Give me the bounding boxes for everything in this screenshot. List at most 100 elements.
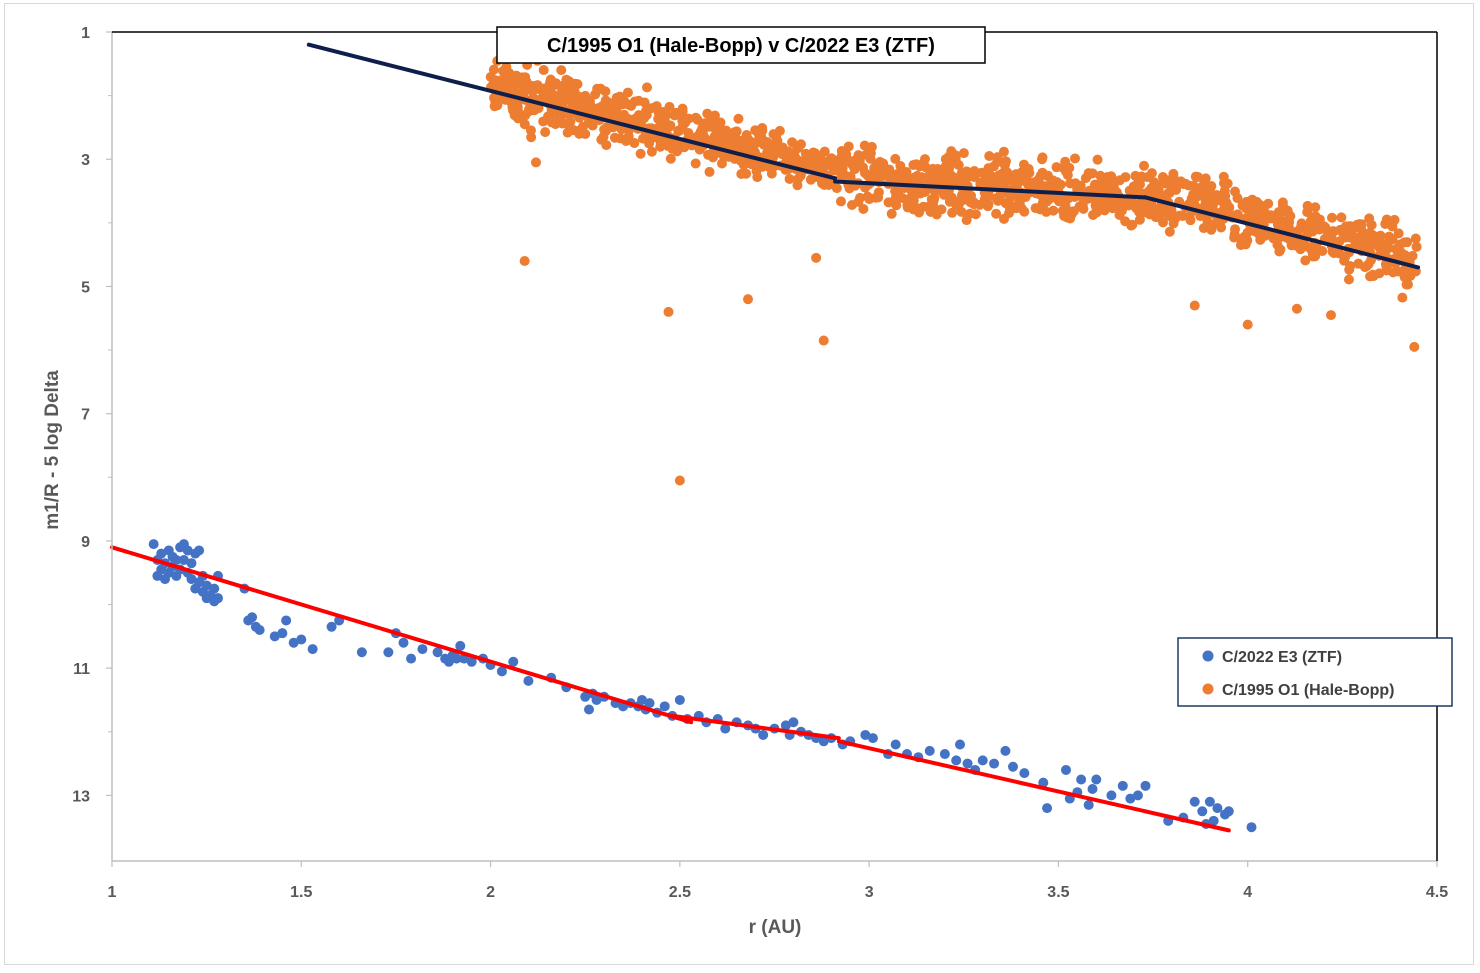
hale-bopp-point [1061, 166, 1072, 177]
hale-bopp-point [540, 127, 551, 138]
hale-bopp-point [1177, 211, 1188, 222]
hale-bopp-point [1284, 217, 1295, 228]
hale-bopp-point [1107, 203, 1118, 214]
hale-bopp-point [858, 203, 869, 214]
ztf-points [148, 539, 1257, 833]
hale-bopp-point [1134, 214, 1145, 225]
hale-bopp-point [1353, 258, 1364, 269]
ztf-point [326, 621, 337, 632]
hale-bopp-point [629, 137, 640, 148]
hale-bopp-point [655, 141, 666, 152]
ztf-trend-line [836, 739, 1231, 833]
hale-bopp-point [886, 208, 897, 219]
hale-bopp-point [526, 85, 537, 96]
ztf-point [644, 698, 655, 709]
hale-bopp-point [507, 102, 518, 113]
hale-bopp-point [598, 131, 609, 142]
hale-bopp-point [1326, 310, 1336, 321]
ztf-point [269, 631, 280, 642]
hale-bopp-point [787, 137, 798, 148]
hale-bopp-point [1077, 199, 1088, 210]
ztf-point [178, 555, 189, 566]
hale-bopp-point [1307, 249, 1318, 260]
hale-bopp-point [733, 113, 744, 124]
ztf-point [201, 580, 212, 591]
hale-bopp-point [1357, 242, 1368, 253]
hale-bopp-point [646, 103, 657, 114]
hale-bopp-point [1356, 224, 1367, 235]
hale-bopp-point [1107, 195, 1118, 206]
hale-bopp-point [554, 112, 565, 123]
hale-bopp-point [664, 101, 675, 112]
hale-bopp-point [671, 139, 682, 150]
ztf-point [637, 694, 647, 705]
hale-bopp-point [854, 192, 865, 203]
hale-bopp-point [784, 152, 795, 163]
ztf-point [186, 574, 197, 585]
hale-bopp-point [1374, 268, 1385, 279]
x-tick-label: 3 [865, 884, 874, 901]
hale-bopp-point [709, 110, 720, 121]
x-tick-label: 2 [486, 884, 495, 901]
ztf-point [383, 647, 394, 658]
hale-bopp-point [1277, 197, 1288, 208]
hale-bopp-point [1195, 187, 1206, 198]
ztf-point [1106, 790, 1117, 801]
x-tick-label: 1.5 [290, 884, 312, 901]
hale-bopp-point [731, 126, 742, 137]
hale-bopp-point [953, 160, 964, 171]
ztf-point [1197, 806, 1208, 817]
hale-bopp-point [1216, 222, 1227, 233]
hale-bopp-point [568, 81, 579, 92]
ztf-point [254, 624, 265, 635]
hale-bopp-point [1229, 232, 1240, 243]
hale-bopp-point [545, 74, 556, 85]
ztf-point [989, 758, 1000, 769]
hale-bopp-point [752, 172, 763, 183]
hale-bopp-point [766, 168, 777, 179]
hale-bopp-point [961, 166, 972, 177]
hale-bopp-point [1286, 240, 1297, 251]
hale-bopp-point [1300, 255, 1311, 266]
ztf-point [591, 694, 602, 705]
hale-bopp-point [867, 168, 878, 179]
hale-bopp-point [637, 133, 648, 144]
ztf-point [1061, 764, 1071, 775]
ztf-point [406, 653, 417, 664]
legend [1177, 637, 1453, 707]
ztf-point [818, 736, 829, 747]
ztf-point [780, 720, 791, 731]
ztf-point [1076, 774, 1087, 785]
hale-bopp-point [845, 156, 856, 167]
hale-bopp-point [1270, 214, 1281, 225]
hale-bopp-point [818, 335, 829, 346]
hale-bopp-point [909, 172, 920, 183]
hale-bopp-point [1208, 219, 1219, 230]
ztf-point [939, 749, 950, 760]
ztf-point [659, 701, 670, 712]
hale-bopp-point [1083, 168, 1094, 179]
hale-bopp-point [1053, 183, 1064, 194]
ztf-point [288, 637, 299, 648]
hale-bopp-point [795, 139, 806, 150]
ztf-point [156, 548, 167, 559]
hale-bopp-point [919, 154, 930, 165]
hale-bopp-point [677, 103, 688, 114]
hale-bopp-point [580, 129, 591, 140]
hale-bopp-point [811, 252, 822, 263]
hale-bopp-point [531, 157, 541, 168]
hale-bopp-point [1068, 206, 1079, 217]
ztf-point [213, 593, 223, 604]
ztf-point [977, 755, 988, 766]
hale-bopp-point [546, 117, 557, 128]
legend-label-ztf: C/2022 E3 (ZTF) [1222, 649, 1342, 666]
ztf-point [788, 717, 799, 728]
ztf-point [1189, 796, 1200, 807]
hale-bopp-point [1000, 156, 1011, 167]
hale-bopp-point [741, 168, 752, 179]
hale-bopp-point [1164, 226, 1175, 237]
ztf-point [1223, 806, 1234, 817]
hale-bopp-point [1193, 171, 1204, 182]
hale-bopp-point [771, 131, 782, 142]
